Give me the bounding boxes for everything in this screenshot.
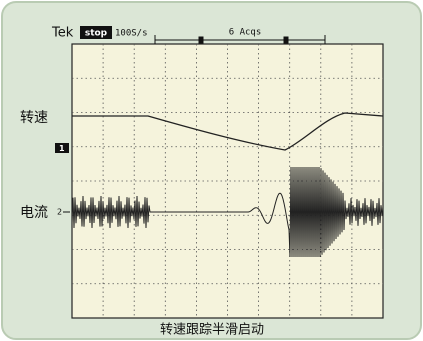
scope-screenshot: Tek stop 100S/s 6 Acqs 转速 1 电流 2 转速跟踪半滑启… [0, 0, 423, 341]
status: stop [85, 29, 108, 39]
channel-marker: 1 [59, 144, 65, 153]
brand: Tek [51, 26, 74, 41]
page: {"header": {"brand": "Tek", "status": "s… [0, 0, 423, 341]
channel-label: 电流 [20, 205, 48, 221]
caption: 转速跟踪半滑启动 [160, 323, 264, 338]
channel-label: 转速 [20, 110, 48, 126]
sample-rate: 100S/s [115, 29, 148, 39]
acquisitions: 6 Acqs [229, 28, 262, 38]
channel-marker: 2 [57, 208, 62, 217]
